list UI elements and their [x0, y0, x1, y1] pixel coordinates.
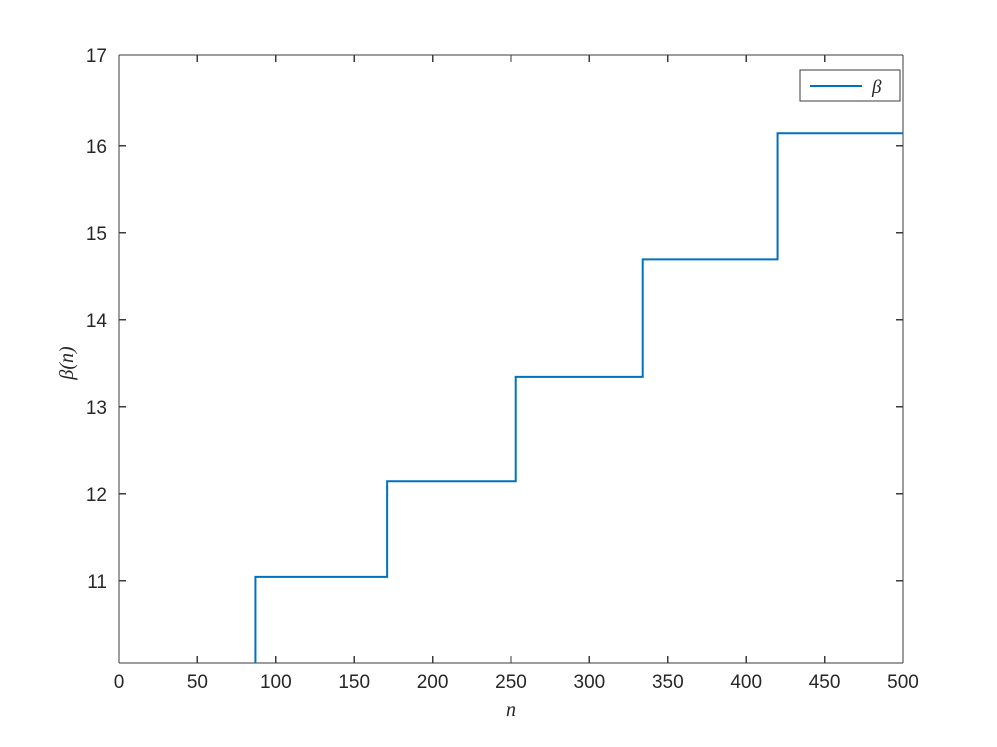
x-tick-label: 250: [495, 672, 527, 693]
plot-background: [119, 55, 903, 663]
y-tick-label: 15: [86, 224, 107, 245]
legend[interactable]: β: [799, 69, 901, 102]
y-tick-labels: 11 12 13 14 15 16 17: [86, 46, 108, 593]
y-tick-marks: [119, 54, 903, 582]
x-tick-label: 450: [809, 672, 841, 693]
x-tick-label: 400: [730, 672, 762, 693]
y-tick-label: 13: [86, 398, 107, 419]
legend-label-beta: β: [871, 77, 882, 98]
legend-box: [799, 69, 901, 102]
y-tick-label: 16: [86, 137, 107, 158]
x-axis-title: n: [506, 699, 516, 721]
x-tick-label: 50: [187, 672, 208, 693]
y-tick-label: 12: [86, 485, 107, 506]
y-tick-label: 14: [86, 311, 108, 332]
x-tick-label: 200: [417, 672, 449, 693]
x-tick-labels: 0 50 100 150 200 250 300 350 400 450 500: [114, 672, 919, 693]
x-tick-marks: [118, 55, 904, 663]
x-tick-label: 100: [260, 672, 292, 693]
x-tick-label: 500: [887, 672, 919, 693]
x-tick-label: 0: [114, 672, 125, 693]
y-tick-label: 17: [86, 46, 107, 67]
y-tick-label: 11: [87, 572, 107, 593]
y-axis-title: β(n): [56, 346, 78, 381]
x-tick-label: 350: [652, 672, 684, 693]
data-series-beta: [254, 132, 903, 663]
x-tick-label: 150: [338, 672, 370, 693]
x-tick-label: 300: [574, 672, 606, 693]
